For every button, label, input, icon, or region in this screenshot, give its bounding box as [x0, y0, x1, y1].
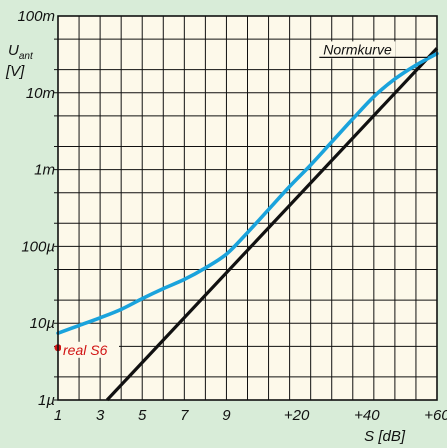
- series-layer: [56, 47, 439, 402]
- annotation-layer: Normkurve real S6: [54, 41, 428, 358]
- x-tick-label: +60: [424, 407, 447, 424]
- y-axis-label-unit: [V]: [5, 63, 25, 80]
- plot-frame: [57, 15, 438, 401]
- x-tick-labels: 1 3 5 7 9 +20 +40 +60: [54, 407, 447, 424]
- x-tick-label: 5: [138, 407, 147, 424]
- y-tick-label: 10m: [26, 85, 55, 102]
- x-axis-label: S [dB]: [364, 428, 406, 445]
- series-line-normkurve: [105, 47, 439, 402]
- normkurve-label: Normkurve: [323, 41, 392, 57]
- y-tick-label: 100m: [17, 8, 55, 25]
- x-tick-label: 3: [96, 407, 105, 424]
- x-tick-label: 1: [54, 407, 62, 424]
- x-tick-label: +40: [354, 407, 380, 424]
- x-tick-label: 7: [180, 407, 189, 424]
- normkurve-label-bg: [321, 41, 396, 59]
- y-tick-label: 100µ: [21, 238, 55, 255]
- real-s6-label: real S6: [63, 342, 108, 358]
- y-tick-label: 1m: [34, 162, 55, 179]
- y-tick-label: 10µ: [30, 315, 55, 332]
- y-tick-labels: 1µ 10µ 100µ 1m 10m 100m: [17, 8, 55, 409]
- y-tick-label: 1µ: [38, 392, 55, 409]
- real-s6-label-bg: [61, 341, 119, 358]
- y-axis-label-symbol: Uant: [8, 42, 34, 62]
- y-axis-label: Uant [V]: [5, 42, 34, 80]
- series-line-real-s6: [56, 51, 439, 335]
- x-tick-label: +20: [284, 407, 310, 424]
- x-tick-label: 9: [222, 407, 231, 424]
